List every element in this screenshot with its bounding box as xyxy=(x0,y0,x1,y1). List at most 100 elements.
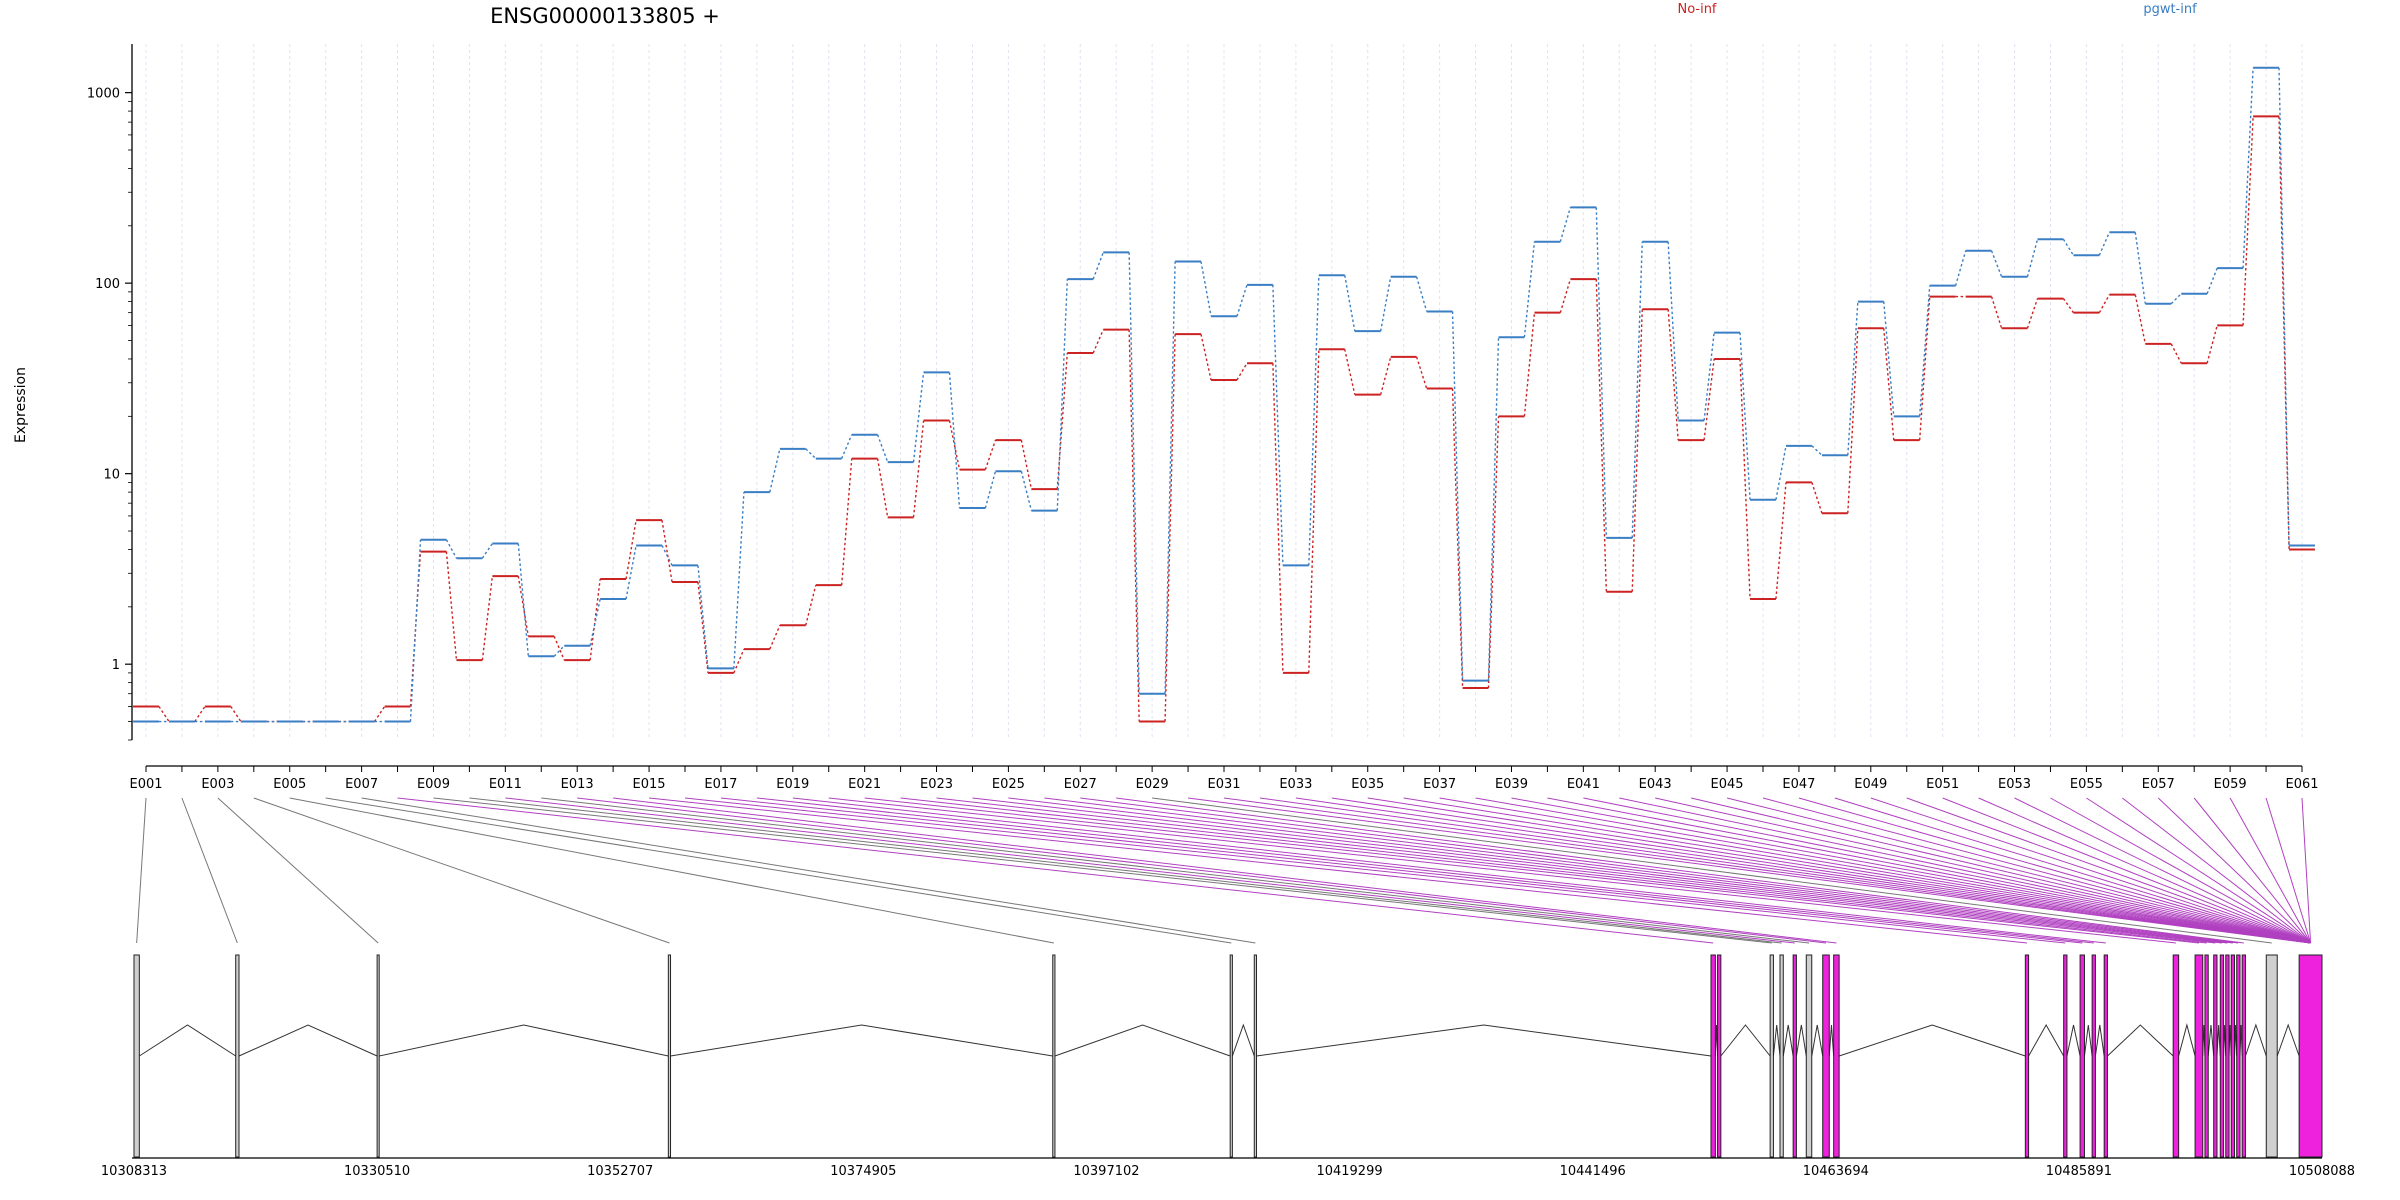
coordinate-label: 10397102 xyxy=(1073,1164,1139,1179)
connector-E006 xyxy=(325,797,1232,944)
x-tick-label: E049 xyxy=(1854,777,1887,792)
series-connector xyxy=(2206,325,2218,364)
x-tick-label: E011 xyxy=(489,777,522,792)
x-tick-label: E005 xyxy=(273,777,306,792)
intron-line xyxy=(1795,1024,1807,1057)
exon-box xyxy=(2063,954,2068,1158)
exon-box xyxy=(1229,954,1233,1158)
series-connector xyxy=(984,471,997,509)
series-connector xyxy=(1775,482,1787,600)
series-connector xyxy=(1883,328,1895,441)
series-connector xyxy=(1631,241,1643,538)
series-connector xyxy=(2206,267,2218,294)
connector-E028 xyxy=(1116,797,2244,944)
y-axis-label: Expression xyxy=(13,367,29,443)
series-connector xyxy=(1128,329,1140,722)
series-connector xyxy=(1236,284,1248,317)
series-connector xyxy=(1595,207,1608,538)
connector-E055 xyxy=(2086,797,2311,944)
connector-E030 xyxy=(1188,797,2311,944)
connector-E045 xyxy=(1726,797,2311,944)
connector-E019 xyxy=(792,797,2106,944)
connector-E053 xyxy=(2014,797,2311,944)
x-tick-label: E039 xyxy=(1495,777,1528,792)
series-connector xyxy=(1056,279,1069,511)
connector-E024 xyxy=(972,797,2222,944)
coordinate-label: 10352707 xyxy=(587,1164,653,1179)
connector-E047 xyxy=(1798,797,2311,944)
series-connector xyxy=(912,420,925,518)
x-tick-label: E037 xyxy=(1423,777,1456,792)
series-connector xyxy=(2062,238,2075,256)
intron-line xyxy=(2276,1023,2300,1057)
y-tick-label: 1 xyxy=(112,658,120,673)
connector-E040 xyxy=(1547,797,2311,944)
x-tick-label: E035 xyxy=(1351,777,1384,792)
connector-E017 xyxy=(720,797,2083,944)
connector-E033 xyxy=(1295,797,2311,944)
series-connector xyxy=(1308,349,1320,673)
x-tick-label: E019 xyxy=(776,777,809,792)
series-connector xyxy=(769,448,781,493)
intron-line xyxy=(2083,1024,2093,1057)
intron-line xyxy=(1811,1024,1824,1057)
series-connector xyxy=(948,420,961,470)
series-connector xyxy=(805,448,817,460)
connector-E031 xyxy=(1223,797,2311,944)
series-connector xyxy=(1272,363,1284,673)
exon-box xyxy=(2079,954,2085,1158)
exon-box xyxy=(2213,954,2218,1158)
series-connector xyxy=(517,543,530,657)
series-connector xyxy=(1883,301,1895,417)
x-tick-label: E045 xyxy=(1711,777,1744,792)
intron-line xyxy=(2244,1023,2267,1057)
intron-line xyxy=(2107,1024,2174,1057)
exon-box xyxy=(2230,954,2236,1158)
series-connector xyxy=(769,625,781,650)
series-connector xyxy=(445,551,458,661)
connector-E004 xyxy=(253,797,670,944)
legend: No-inf pgwt-inf xyxy=(1677,2,2197,17)
series-connector xyxy=(984,439,997,470)
coordinate-label: 10330510 xyxy=(344,1164,410,1179)
series-connector xyxy=(661,545,673,566)
series-connector xyxy=(1990,296,2003,329)
series-connector xyxy=(625,545,637,600)
series-connector xyxy=(1631,309,1643,592)
intron-line xyxy=(2066,1024,2081,1057)
intron-line xyxy=(2028,1023,2065,1057)
series-connector xyxy=(1703,332,1715,421)
x-tick-label: E027 xyxy=(1064,777,1097,792)
series-connector xyxy=(1344,349,1356,395)
series-connector xyxy=(1415,276,1428,312)
series-connector xyxy=(1092,252,1104,280)
coordinate-label: 10485891 xyxy=(2046,1164,2112,1179)
exon-box xyxy=(1779,954,1784,1158)
series-connector xyxy=(1379,276,1392,332)
series-connector xyxy=(1451,311,1464,681)
connector-E014 xyxy=(613,797,1837,944)
connector-E003 xyxy=(217,797,379,944)
x-tick-label: E029 xyxy=(1136,777,1169,792)
series-connector xyxy=(805,584,817,626)
exon-box xyxy=(1805,954,1813,1158)
series-connector xyxy=(1811,482,1823,514)
series-connector xyxy=(1847,301,1859,456)
connector-E058 xyxy=(2193,797,2311,944)
connector-E039 xyxy=(1511,797,2311,944)
x-tick-label: E015 xyxy=(633,777,666,792)
connector-E044 xyxy=(1691,797,2311,944)
axes: 1 10 100 1000 E001 E003 E005 E007 E009 E011 E013 E0… xyxy=(87,44,2319,792)
x-tick-label: E041 xyxy=(1567,777,1600,792)
exon-box xyxy=(2298,954,2323,1158)
exon-box xyxy=(2265,954,2278,1158)
connector-E038 xyxy=(1475,797,2311,944)
intron-line xyxy=(1828,1024,1835,1057)
connector-E016 xyxy=(684,797,2066,944)
series-connector xyxy=(1667,309,1679,441)
connector-E041 xyxy=(1583,797,2311,944)
series-connector xyxy=(876,458,889,518)
series-connector xyxy=(1559,278,1572,313)
connector-E025 xyxy=(1008,797,2228,944)
